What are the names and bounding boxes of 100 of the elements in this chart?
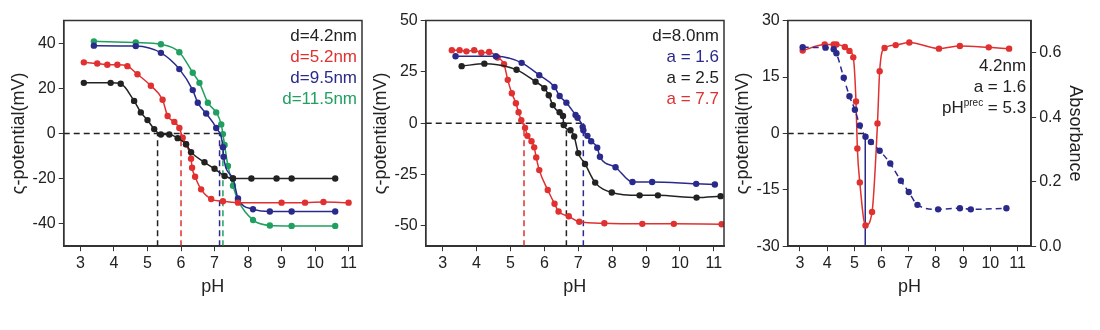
point xyxy=(874,120,881,127)
point xyxy=(521,124,529,132)
x-tick-label: 6 xyxy=(877,254,887,272)
point xyxy=(219,198,227,205)
point xyxy=(862,222,869,229)
point xyxy=(213,109,220,116)
point xyxy=(587,137,595,145)
point xyxy=(144,116,151,124)
point xyxy=(211,165,218,173)
point xyxy=(555,208,562,215)
point xyxy=(104,61,111,69)
x-tick-label: 3 xyxy=(438,254,448,272)
point xyxy=(320,198,327,206)
point xyxy=(448,46,456,54)
point xyxy=(207,195,215,203)
point xyxy=(176,48,183,56)
x-tick-label: 6 xyxy=(539,254,549,272)
point xyxy=(528,137,535,145)
point xyxy=(202,110,210,117)
point xyxy=(159,96,166,103)
x-tick-label: 7 xyxy=(904,254,914,272)
text: a = 1.6 xyxy=(666,46,720,66)
point xyxy=(905,188,912,196)
point xyxy=(201,159,208,166)
point xyxy=(452,53,459,60)
point xyxy=(171,118,178,126)
point xyxy=(584,132,591,140)
y-tick-label: 20 xyxy=(37,78,56,96)
point xyxy=(541,85,548,92)
point xyxy=(114,61,121,69)
point xyxy=(967,206,974,213)
point xyxy=(868,208,876,216)
point xyxy=(176,124,183,132)
point xyxy=(846,92,853,100)
point xyxy=(124,62,131,70)
y-tick-label: -20 xyxy=(32,168,56,186)
point xyxy=(90,42,98,49)
point xyxy=(157,49,165,57)
point xyxy=(876,147,883,154)
point xyxy=(851,106,859,113)
x-tick-label: 9 xyxy=(958,254,968,272)
point xyxy=(629,178,636,186)
point xyxy=(563,99,570,106)
x-tick-label: 5 xyxy=(849,254,859,272)
point xyxy=(288,175,295,182)
point xyxy=(846,47,853,55)
text: d=11.5nm xyxy=(282,88,357,108)
point xyxy=(288,222,295,230)
x-tick-label: 7 xyxy=(573,254,583,272)
point xyxy=(867,138,875,146)
point xyxy=(117,80,124,87)
point xyxy=(581,160,589,168)
point xyxy=(601,220,608,227)
y-tick-label: 0 xyxy=(408,113,418,131)
point xyxy=(892,41,899,49)
point xyxy=(518,59,525,67)
point xyxy=(956,42,964,50)
point xyxy=(711,181,719,188)
point xyxy=(544,186,551,194)
x-tick-label: 8 xyxy=(243,254,253,272)
y-tick-label: 30 xyxy=(761,11,780,29)
point xyxy=(906,39,913,46)
point xyxy=(176,65,183,73)
y-tick-label: 40 xyxy=(37,33,56,51)
x-tick-label: 9 xyxy=(641,254,651,272)
point xyxy=(693,194,700,201)
point xyxy=(636,192,643,199)
x-tick-label: 8 xyxy=(931,254,941,272)
y2-tick-label: 0.2 xyxy=(1039,172,1062,190)
y-tick-label: -40 xyxy=(32,214,56,232)
point xyxy=(551,83,558,91)
x-tick-label: 4 xyxy=(109,254,119,272)
point xyxy=(693,180,700,188)
y2-tick-label: 0.4 xyxy=(1039,107,1062,125)
point xyxy=(594,144,601,151)
point xyxy=(331,208,339,215)
point xyxy=(191,173,199,180)
point xyxy=(248,175,255,182)
text: a = 2.5 xyxy=(666,67,720,87)
point xyxy=(187,155,195,162)
point xyxy=(881,44,888,52)
point xyxy=(266,222,274,229)
point xyxy=(648,178,656,186)
x-tick-label: 11 xyxy=(340,254,357,272)
x-tick-label: 5 xyxy=(143,254,153,272)
x-tick-label: 4 xyxy=(822,254,832,272)
x-tick-label: 10 xyxy=(306,254,325,272)
point xyxy=(639,220,646,228)
point xyxy=(887,160,894,167)
point xyxy=(94,60,101,67)
point xyxy=(670,220,678,228)
point xyxy=(570,133,578,140)
point xyxy=(107,79,114,87)
point xyxy=(471,46,478,54)
point xyxy=(530,144,538,151)
y-tick-label: -50 xyxy=(394,216,418,234)
point xyxy=(515,109,522,116)
point xyxy=(852,98,860,105)
x-axis-title: pH xyxy=(897,276,921,297)
point xyxy=(536,71,543,79)
